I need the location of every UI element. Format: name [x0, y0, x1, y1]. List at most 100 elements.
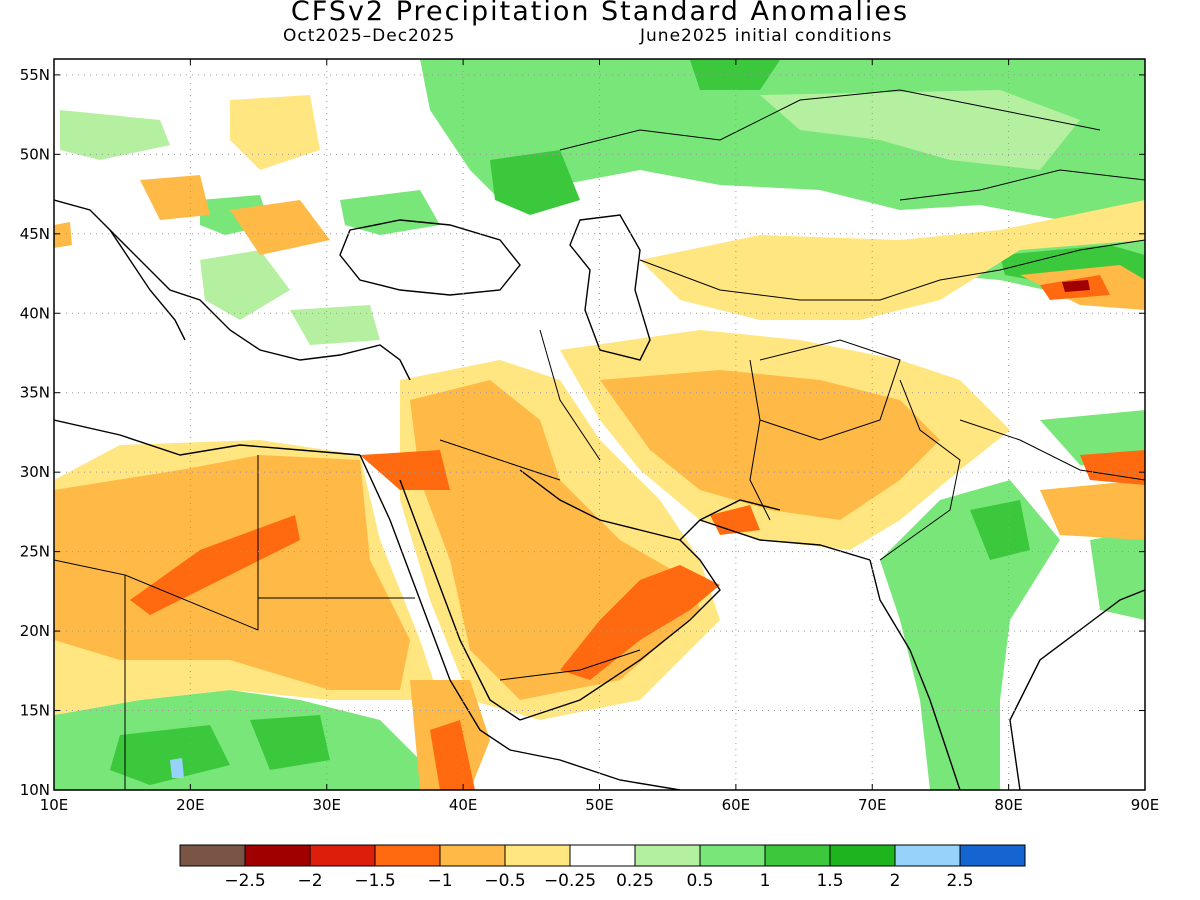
lat-tick-label: 20N — [20, 622, 50, 640]
coast-persian-gulf — [519, 469, 781, 541]
colorbar-swatch — [244, 844, 311, 867]
colorbar-swatch — [569, 844, 636, 867]
colorbar: −2.5 −2 −1.5 −1 −0.5 −0.25 0.25 0.5 1 1.5 2 2.5 — [179, 844, 1026, 891]
colorbar-label: −2.5 — [224, 871, 265, 891]
dry-region-europe-1 — [230, 95, 320, 170]
dry-region-levant-strong — [360, 450, 450, 490]
coast-india-east — [1009, 589, 1145, 790]
lon-tick-label: 20E — [176, 796, 205, 814]
lat-tick-label: 10N — [20, 781, 50, 799]
lon-tick-label: 50E — [585, 796, 614, 814]
colorbar-label: 1 — [760, 871, 771, 891]
colorbar-label: 0.5 — [686, 871, 713, 891]
latitude-axis: 55N 50N 45N 40N 35N 30N 25N 20N 15N 10N — [20, 66, 1145, 799]
colorbar-swatch — [504, 844, 571, 867]
colorbar-label: −0.5 — [484, 871, 525, 891]
border-algeria — [54, 559, 126, 790]
lon-tick-label: 80E — [994, 796, 1023, 814]
coast-india — [869, 559, 961, 790]
colorbar-swatch — [179, 844, 246, 867]
lat-tick-label: 55N — [20, 66, 50, 84]
wet-region-turkey — [290, 305, 380, 345]
longitude-axis: 10E 20E 30E 40E 50E 60E 70E 80E 90E — [40, 59, 1160, 814]
dry-region-horn-strong — [430, 720, 475, 790]
lon-tick-label: 40E — [449, 796, 478, 814]
coast-north-africa — [54, 419, 361, 456]
dry-region-europe-3 — [230, 200, 330, 255]
border-iran-east — [749, 359, 771, 521]
borders — [54, 89, 1145, 790]
colorbar-swatch — [439, 844, 506, 867]
colorbar-swatch — [959, 844, 1026, 867]
coast-horn — [509, 749, 681, 790]
colorbar-label: −1.5 — [354, 871, 395, 891]
border-pakistan-india — [879, 379, 961, 561]
coast-caspian — [569, 214, 651, 361]
lon-tick-label: 70E — [858, 796, 887, 814]
forecast-period: Oct2025–Dec2025 — [283, 26, 456, 46]
colorbar-swatch — [764, 844, 831, 867]
coast-red-sea-east — [399, 479, 521, 721]
colorbar-label: 0.25 — [616, 871, 654, 891]
map-area — [54, 59, 1145, 790]
colorbar-swatch — [829, 844, 896, 867]
coast-black-sea — [339, 219, 521, 296]
wet-region-sahel-blue — [170, 758, 184, 778]
border-iran-west — [539, 329, 601, 461]
lat-tick-label: 50N — [20, 145, 50, 163]
dry-region-central-asia — [640, 200, 1145, 320]
coast-iran-south — [699, 519, 871, 561]
wet-region-east-india — [1090, 530, 1145, 620]
coastlines — [54, 199, 1145, 790]
coast-italy — [109, 229, 186, 341]
border-libya-chad — [124, 574, 259, 631]
dry-region-europe-2 — [140, 175, 210, 220]
wet-region-india — [880, 480, 1060, 790]
lon-tick-label: 90E — [1131, 796, 1160, 814]
colorbar-swatch — [699, 844, 766, 867]
coast-arabia-south — [519, 539, 721, 721]
colorbar-label: −0.25 — [544, 871, 596, 891]
wet-region-sahel-strong-2 — [250, 715, 330, 770]
wet-region-india-strong — [970, 500, 1030, 560]
dry-anomaly-regions — [54, 95, 1145, 790]
border-afghanistan — [759, 339, 901, 441]
border-arabia-north — [439, 439, 561, 481]
lat-tick-label: 40N — [20, 304, 50, 322]
colorbar-swatch — [309, 844, 376, 867]
colorbar-swatch — [894, 844, 961, 867]
border-russia-china — [899, 169, 1145, 201]
colorbar-swatch — [374, 844, 441, 867]
lat-tick-label: 25N — [20, 543, 50, 561]
dry-region-arabia-strong — [560, 565, 720, 680]
wet-region-kazakh-strong — [690, 60, 780, 90]
lat-tick-label: 15N — [20, 702, 50, 720]
dry-region-iran-mid — [600, 370, 940, 520]
lon-tick-label: 30E — [312, 796, 341, 814]
wet-region-balkans — [200, 250, 290, 320]
border-central-asia — [639, 239, 1145, 301]
colorbar-label: 1.5 — [816, 871, 843, 891]
dry-region-tibet — [1040, 480, 1145, 540]
map-title: CFSv2 Precipitation Standard Anomalies — [290, 0, 910, 27]
lon-tick-label: 10E — [40, 796, 69, 814]
wet-region-north-strong — [490, 150, 580, 215]
border-yemen — [499, 649, 641, 681]
colorbar-label: 2 — [890, 871, 901, 891]
lat-tick-label: 45N — [20, 225, 50, 243]
coast-red-sea-west — [359, 454, 511, 751]
dry-region-west — [54, 222, 72, 248]
dry-region-tibet-strong — [1080, 450, 1145, 485]
lon-tick-label: 60E — [722, 796, 751, 814]
lat-tick-label: 30N — [20, 463, 50, 481]
colorbar-swatch — [634, 844, 701, 867]
wet-region-europe-2 — [60, 110, 170, 160]
lat-tick-label: 35N — [20, 384, 50, 402]
colorbar-label: 2.5 — [946, 871, 973, 891]
colorbar-label: −2 — [297, 871, 322, 891]
wet-region-sahel-strong — [110, 725, 230, 785]
border-kazakh — [559, 89, 1101, 151]
dry-region-central-asia-core — [1062, 280, 1090, 292]
colorbar-label: −1 — [427, 871, 452, 891]
